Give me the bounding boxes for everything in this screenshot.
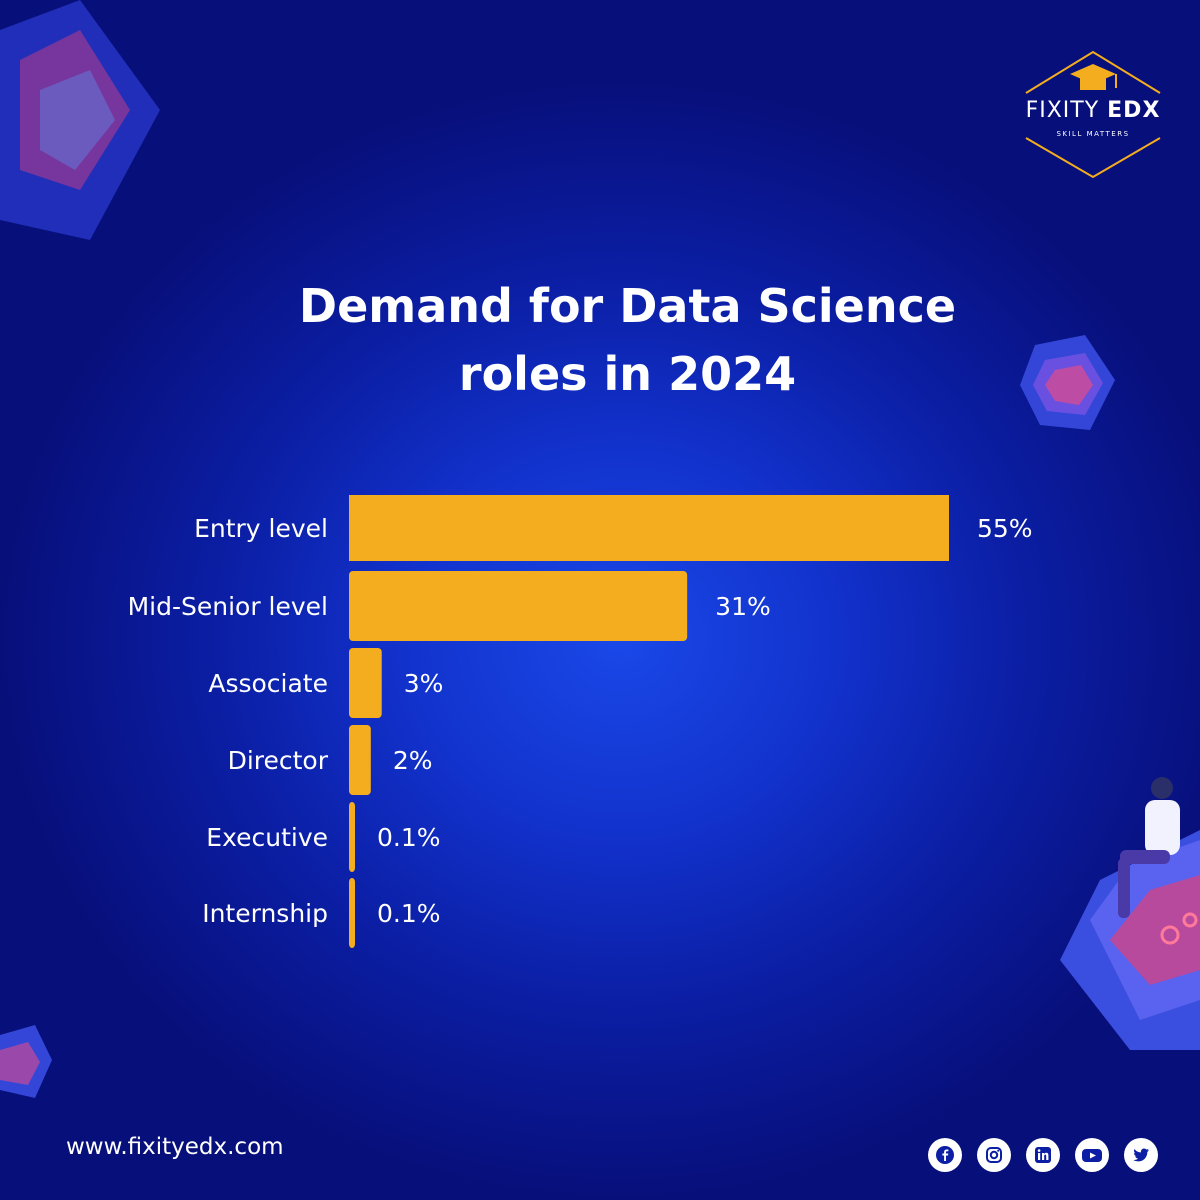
chart-title-line-1: Demand for Data Science (298, 279, 957, 333)
bar-executive (349, 802, 355, 872)
value-label-associate: 3% (404, 669, 444, 698)
value-label-entry-level: 55% (977, 514, 1033, 543)
brand-logo: FIXITY EDX SKILL MATTERS (1018, 50, 1168, 180)
linkedin-icon[interactable] (1026, 1138, 1060, 1172)
brand-name: FIXITY EDX (1025, 98, 1161, 123)
youtube-icon[interactable] (1075, 1138, 1109, 1172)
bar-internship (349, 878, 355, 948)
social-links (928, 1138, 1158, 1172)
bar-mid-senior-level (349, 571, 688, 641)
category-label-internship: Internship (202, 899, 328, 928)
value-label-director: 2% (393, 746, 433, 775)
facebook-icon[interactable] (928, 1138, 962, 1172)
value-label-internship: 0.1% (377, 899, 441, 928)
chart-title: Demand for Data Science roles in 2024 (200, 272, 1055, 408)
value-label-mid-senior-level: 31% (715, 592, 771, 621)
bar-associate (349, 648, 382, 718)
bar-director (349, 725, 371, 795)
category-label-mid-senior-level: Mid-Senior level (128, 592, 328, 621)
twitter-icon[interactable] (1124, 1138, 1158, 1172)
value-label-executive: 0.1% (377, 823, 441, 852)
category-label-entry-level: Entry level (194, 514, 328, 543)
category-label-director: Director (228, 746, 329, 775)
chart-title-line-2: roles in 2024 (458, 347, 797, 401)
decorative-cube-bottom-left-icon (0, 1025, 52, 1098)
brand-tagline: SKILL MATTERS (1056, 130, 1130, 138)
decorative-cube-top-left-icon (0, 0, 160, 240)
bar-entry-level (349, 495, 949, 561)
logo-frame-icon (1025, 50, 1161, 179)
instagram-icon[interactable] (977, 1138, 1011, 1172)
decorative-person-on-cube-icon (1060, 777, 1200, 1050)
website-url[interactable]: www.fixityedx.com (66, 1134, 284, 1160)
category-label-associate: Associate (208, 669, 328, 698)
category-label-executive: Executive (206, 823, 328, 852)
decorative-cube-right-icon (1020, 335, 1115, 430)
